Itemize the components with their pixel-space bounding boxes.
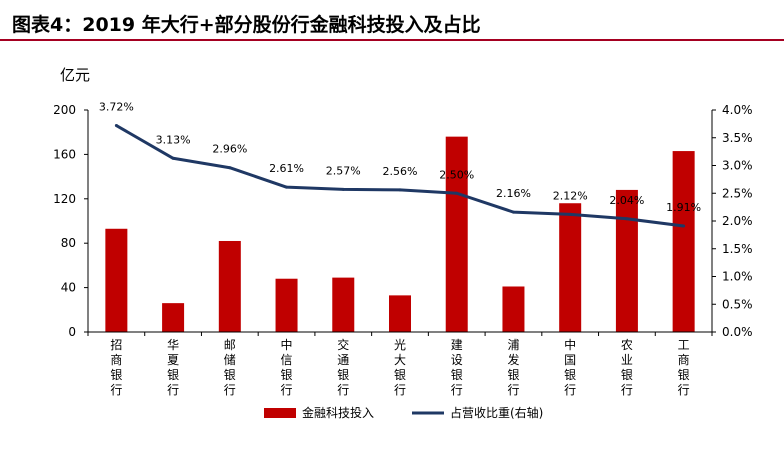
y2-tick-label: 3.5% [722,131,753,145]
data-label-1: 3.13% [156,133,191,146]
y2-tick-label: 0.0% [722,325,753,339]
legend: 金融科技投入 占营收比重(右轴) [264,405,543,420]
bar-4 [332,277,355,332]
share-point-0 [114,124,118,128]
line-series [114,124,686,228]
bar-0 [105,228,128,332]
x-tick-label-8: 中国银行 [564,337,576,397]
x-tick-label-3: 中信银行 [281,337,293,397]
bar-1 [162,303,185,332]
y2-tick-label: 2.5% [722,186,753,200]
share-point-10 [682,224,686,228]
legend-label-bar: 金融科技投入 [302,405,374,420]
share-point-7 [511,210,515,214]
bar-6 [445,136,468,332]
data-label-7: 2.16% [496,187,531,200]
bar-2 [218,240,241,332]
y-tick-label: 200 [53,103,76,117]
y-tick-label: 120 [53,192,76,206]
x-tick-label-10: 工商银行 [678,338,690,397]
y2-tick-label: 2.0% [722,214,753,228]
y-tick-label: 160 [53,147,76,161]
x-tick-label-4: 交通银行 [337,337,349,397]
x-tick-label-5: 光大银行 [394,338,406,397]
y-tick-label: 0 [68,325,76,339]
data-label-10: 1.91% [666,201,701,214]
legend-swatch-bar [264,408,296,418]
x-tick-label-2: 邮储银行 [224,338,236,397]
figure-header: 图表4：2019 年大行+部分股份行金融科技投入及占比 [0,0,784,46]
share-point-8 [568,212,572,216]
bar-5 [389,295,411,332]
share-point-3 [285,185,289,189]
data-label-5: 2.56% [383,165,418,178]
y2-tick-label: 1.5% [722,242,753,256]
y2-tick-label: 3.0% [722,159,753,173]
bar-7 [502,286,525,332]
y2-tick-label: 4.0% [722,103,753,117]
data-label-0: 3.72% [99,101,134,114]
share-point-6 [455,191,459,195]
data-label-4: 2.57% [326,164,361,177]
axes: 0 40 80 120 160 200 0.0% 0.5% 1.0% 1.5% 2.0% 2.5% 3.… [53,66,752,397]
title-underline [0,39,784,41]
data-label-3: 2.61% [269,162,304,175]
y-axis-unit: 亿元 [60,66,90,84]
data-label-2: 2.96% [212,143,247,156]
share-point-2 [228,166,232,170]
data-label-8: 2.12% [553,189,588,202]
y-tick-label: 80 [61,236,76,250]
bar-10 [672,151,695,332]
x-tick-label-1: 华夏银行 [167,338,179,397]
figure-title: 图表4：2019 年大行+部分股份行金融科技投入及占比 [12,14,481,36]
data-label-9: 2.04% [609,194,644,207]
x-tick-label-0: 招商银行 [110,338,122,397]
data-labels: 3.72% 3.13% 2.96% 2.61% 2.57% 2.56% 2.50% 2.16%… [99,101,701,214]
data-label-6: 2.50% [439,168,474,181]
bar-series [105,136,695,332]
x-tick-label-6: 建设银行 [451,338,463,397]
share-point-4 [341,187,345,191]
share-point-9 [625,217,629,221]
bar-8 [559,203,582,332]
x-tick-label-9: 农业银行 [621,338,633,397]
y2-tick-label: 1.0% [722,270,753,284]
share-point-5 [398,188,402,192]
x-tick-label-7: 浦发银行 [507,338,519,397]
bar-9 [615,189,638,332]
y2-tick-label: 0.5% [722,297,753,311]
y-tick-label: 40 [61,281,76,295]
legend-label-line: 占营收比重(右轴) [450,405,543,420]
share-point-1 [171,156,175,160]
bar-3 [275,278,298,332]
